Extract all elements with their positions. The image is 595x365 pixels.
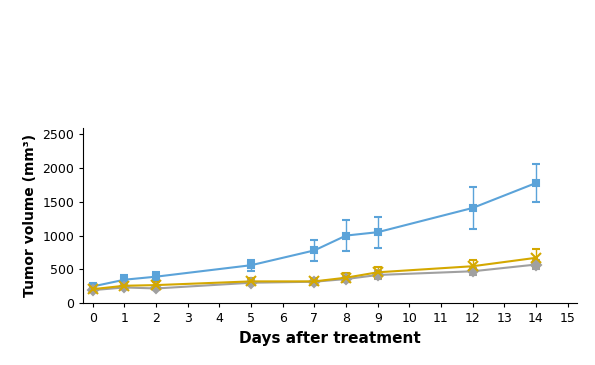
Y-axis label: Tumor volume (mm³): Tumor volume (mm³) [23, 134, 37, 297]
X-axis label: Days after treatment: Days after treatment [239, 331, 421, 346]
